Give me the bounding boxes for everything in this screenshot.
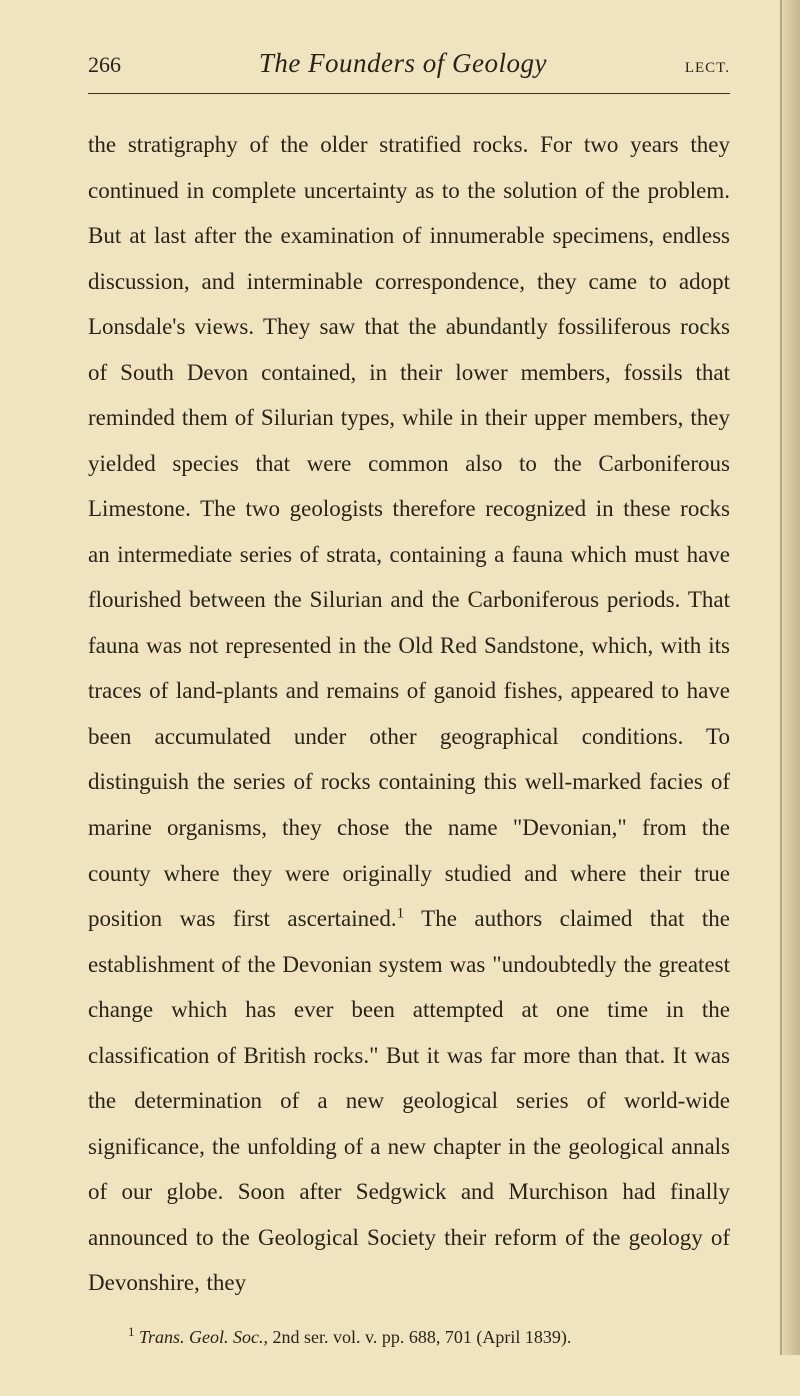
body-text-after-marker: The authors claimed that the establishme…	[88, 906, 730, 1295]
page-container: 266 The Founders of Geology LECT. the st…	[0, 0, 800, 1396]
running-title: The Founders of Geology	[259, 48, 547, 79]
header-rule	[88, 93, 730, 94]
page-edge-shadow	[782, 0, 800, 1355]
footnote-number: 1	[128, 1324, 135, 1339]
footnote: 1 Trans. Geol. Soc., 2nd ser. vol. v. pp…	[88, 1324, 730, 1348]
footnote-rest-text: 2nd ser. vol. v. pp. 688, 701 (April 183…	[268, 1327, 571, 1347]
footnote-reference: 1	[397, 905, 405, 921]
section-marker: LECT.	[685, 60, 730, 77]
page-header: 266 The Founders of Geology LECT.	[88, 48, 730, 85]
body-paragraph: the stratigraphy of the older stratified…	[88, 122, 730, 1306]
page-number: 266	[88, 52, 121, 78]
body-text-before-marker: the stratigraphy of the older stratified…	[88, 132, 730, 931]
footnote-italic-text: Trans. Geol. Soc.,	[139, 1327, 268, 1347]
